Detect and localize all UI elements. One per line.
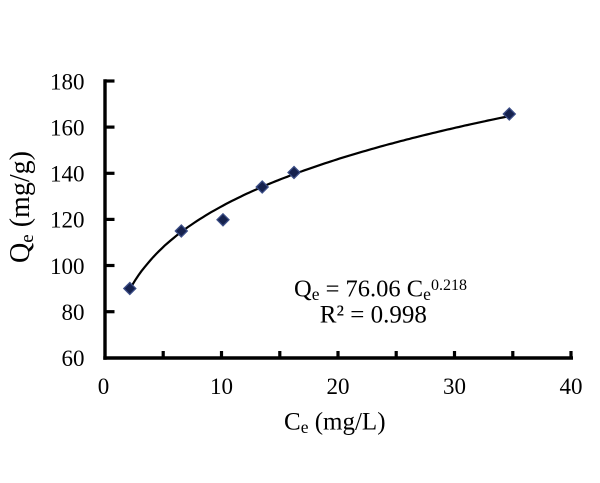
svg-text:120: 120	[50, 208, 85, 233]
svg-text:R² = 0.998: R² = 0.998	[320, 302, 427, 329]
svg-text:160: 160	[50, 115, 85, 140]
svg-text:20: 20	[327, 374, 350, 399]
svg-text:180: 180	[50, 69, 85, 94]
svg-text:Ce (mg/L): Ce (mg/L)	[284, 409, 386, 438]
svg-text:140: 140	[50, 162, 85, 187]
svg-text:0: 0	[98, 374, 110, 399]
svg-text:40: 40	[560, 374, 583, 399]
svg-text:100: 100	[50, 254, 85, 279]
svg-text:60: 60	[62, 346, 85, 371]
svg-text:10: 10	[210, 374, 233, 399]
svg-text:30: 30	[443, 374, 466, 399]
svg-text:80: 80	[62, 300, 85, 325]
svg-text:Qe (mg/g): Qe (mg/g)	[5, 151, 38, 263]
